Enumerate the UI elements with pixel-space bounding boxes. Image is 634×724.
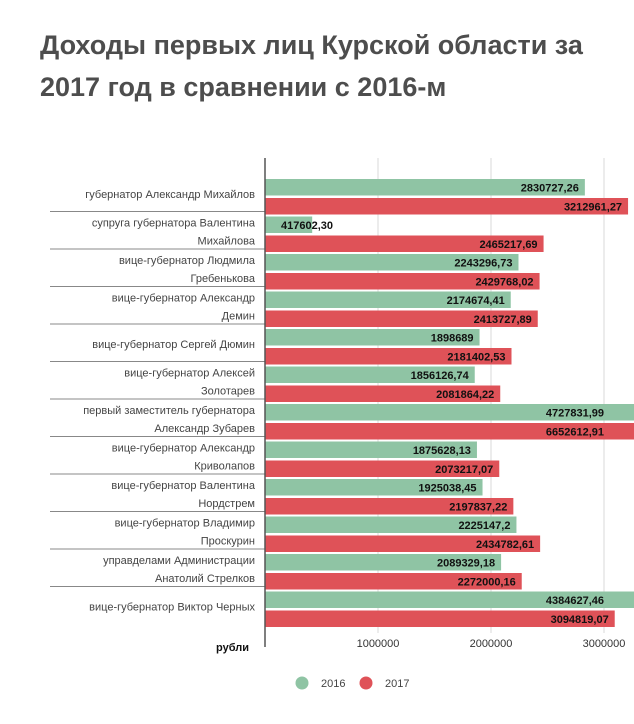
category-label: Демин <box>222 310 255 322</box>
legend-swatch-2017 <box>359 676 373 690</box>
value-label: 2081864,22 <box>436 389 494 401</box>
category-label: супруга губернатора Валентина <box>92 217 256 229</box>
value-label: 3212961,27 <box>564 201 622 213</box>
bar-2016-9 <box>265 516 517 533</box>
value-label: 2174674,41 <box>447 295 505 307</box>
bar-2016-1 <box>265 216 313 233</box>
bar-2017-3 <box>265 310 538 327</box>
value-label: 2225147,2 <box>458 520 510 532</box>
x-tick-label: 3000000 <box>583 638 626 650</box>
category-label: Гребенькова <box>191 273 256 285</box>
legend: 2016 2017 <box>295 676 409 690</box>
category-label: Золотарев <box>201 385 255 397</box>
value-label: 2243296,73 <box>454 257 512 269</box>
chart-title: Доходы первых лиц Курской области за 201… <box>40 30 583 102</box>
bar-2017-8 <box>265 498 514 515</box>
category-label: вице-губернатор Александр <box>112 442 255 454</box>
bar-2016-0 <box>265 179 585 196</box>
value-label: 2197837,22 <box>449 501 507 513</box>
category-label: Михайлова <box>198 235 256 247</box>
category-label: управделами Администрации <box>103 555 255 567</box>
bar-2016-5 <box>265 366 475 383</box>
bar-2017-6 <box>265 423 634 440</box>
bar-2016-6 <box>265 404 634 421</box>
bar-2016-2 <box>265 254 519 271</box>
category-label: вице-губернатор Валентина <box>111 480 255 492</box>
bar-2017-0 <box>265 198 629 215</box>
value-label: 1875628,13 <box>413 445 471 457</box>
legend-label-2017: 2017 <box>385 678 409 690</box>
value-label: 417602,30 <box>281 220 333 232</box>
value-label: 2413727,89 <box>474 314 532 326</box>
value-label: 2089329,18 <box>437 557 495 569</box>
legend-swatch-2016 <box>295 676 309 690</box>
value-label: 2429768,02 <box>475 276 533 288</box>
bar-2017-10 <box>265 573 522 590</box>
category-label: вице-губернатор Владимир <box>115 517 255 529</box>
value-label: 4384627,46 <box>546 595 604 607</box>
category-label: первый заместитель губернатора <box>83 405 256 417</box>
category-label: Александр Зубарев <box>154 423 255 435</box>
category-label: вице-губернатор Сергей Дюмин <box>92 339 255 351</box>
bar-2016-3 <box>265 291 511 308</box>
value-label: 1925038,45 <box>418 482 476 494</box>
value-label: 1856126,74 <box>411 370 470 382</box>
bar-2016-4 <box>265 329 480 346</box>
value-label: 1898689 <box>431 332 474 344</box>
value-label: 6652612,91 <box>546 426 604 438</box>
value-label: 2465217,69 <box>479 239 537 251</box>
bar-2016-7 <box>265 441 477 458</box>
value-label: 2434782,61 <box>476 539 534 551</box>
category-label: вице-губернатор Виктор Черных <box>89 601 255 613</box>
category-label: вице-губернатор Людмила <box>119 255 256 267</box>
category-label: вице-губернатор Алексей <box>124 367 255 379</box>
category-label: вице-губернатор Александр <box>112 292 255 304</box>
category-label: Нордстрем <box>198 498 255 510</box>
category-label: Криволапов <box>194 460 255 472</box>
value-label: 2073217,07 <box>435 464 493 476</box>
x-axis-unit-label: рубли <box>216 642 249 654</box>
value-label: 4727831,99 <box>546 407 604 419</box>
x-tick-label: 1000000 <box>357 638 400 650</box>
bars-layer <box>265 179 634 627</box>
x-tick-label: 2000000 <box>470 638 513 650</box>
category-label: губернатор Александр Михайлов <box>85 189 255 201</box>
axis-layer: 1000000200000030000004000000500000060000… <box>50 158 626 654</box>
bar-2016-10 <box>265 554 502 571</box>
bar-2017-4 <box>265 348 512 365</box>
category-label: Проскурин <box>201 535 255 547</box>
bar-2017-1 <box>265 235 544 252</box>
value-label: 2272000,16 <box>458 576 516 588</box>
value-label: 3094819,07 <box>551 614 609 626</box>
value-label: 2830727,26 <box>521 182 579 194</box>
bar-2017-2 <box>265 273 540 290</box>
bar-2017-5 <box>265 385 501 402</box>
bar-2016-8 <box>265 479 483 496</box>
category-label: Анатолий Стрелков <box>155 573 255 585</box>
bar-2017-9 <box>265 535 541 552</box>
bar-2017-11 <box>265 610 615 627</box>
legend-label-2016: 2016 <box>321 678 345 690</box>
labels-layer: 2830727,26 417602,30 2243296,73 2174674,41 1… <box>83 182 622 626</box>
value-label: 2181402,53 <box>447 351 505 363</box>
bar-2016-11 <box>265 591 634 608</box>
bar-2017-7 <box>265 460 500 477</box>
